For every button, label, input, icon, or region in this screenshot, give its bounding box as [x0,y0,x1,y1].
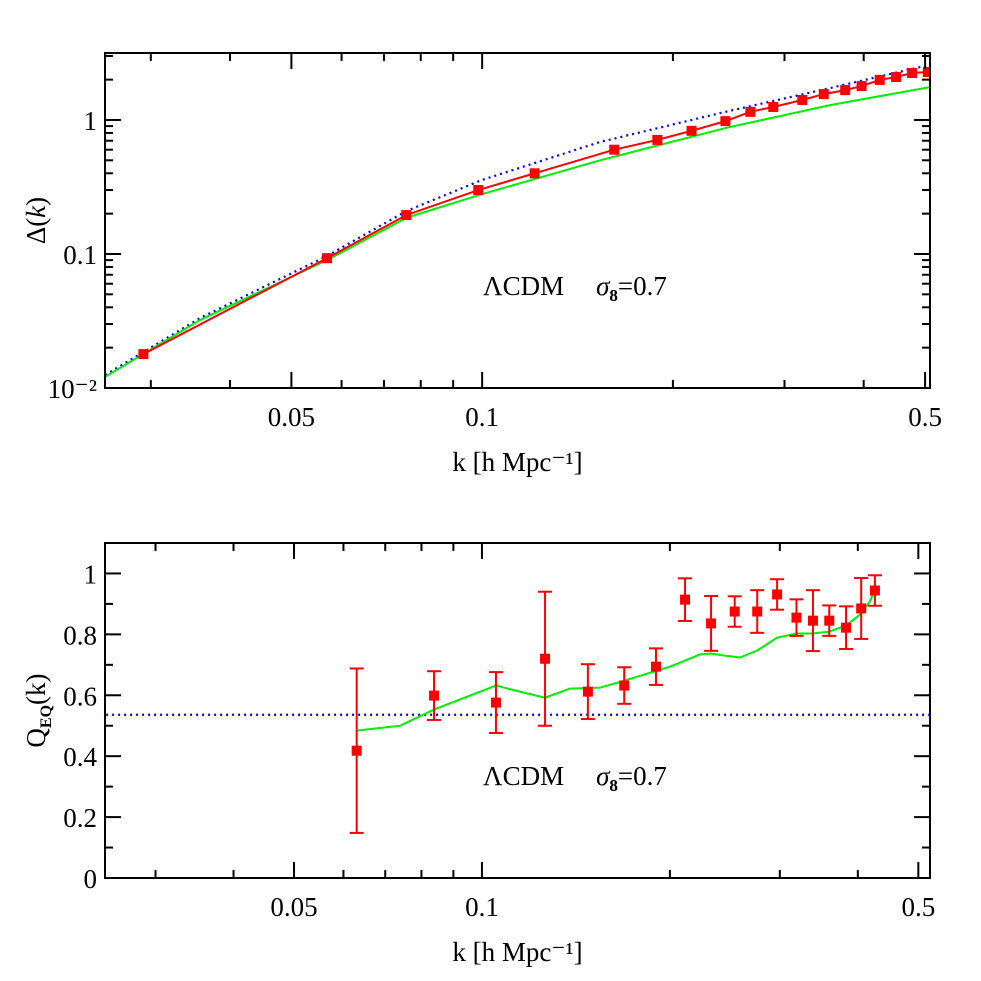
marker [706,618,717,629]
x-tick-label: 0.5 [908,402,942,432]
marker [745,106,756,117]
x-axis-label: k [h Mpc⁻¹] [452,447,582,477]
y-tick-label: 0 [84,864,98,894]
y-tick-label: 0.8 [63,620,97,650]
series-line [105,86,930,378]
plot-frame [104,52,931,389]
marker [401,210,412,221]
marker [490,697,501,708]
plot-area [105,63,930,378]
y-axis-label-part: ) [21,197,51,206]
annotation: ΛCDM σ8=0.7 [483,271,667,305]
annotation-part: ΛCDM [483,271,564,301]
y-tick-label: 1 [84,559,98,589]
marker [650,661,661,672]
x-tick-label: 0.1 [465,892,499,922]
marker [907,68,918,79]
marker [768,101,779,112]
marker [529,168,540,179]
x-tick-label: 0.05 [270,892,317,922]
annotation-part: =0.7 [618,271,667,301]
y-axis-label-part: EQ [38,705,55,728]
panel: 0.05 0.1 0.5 10⁻² 0.1 1 k [h Mpc⁻¹] Δ(k) ΛCDM σ8=… [21,52,942,477]
y-tick-label: 0.4 [63,742,97,772]
annotation-part: σ [596,761,611,791]
marker [840,85,851,96]
annotation: ΛCDM σ8=0.7 [483,761,667,795]
marker [680,594,691,605]
marker [752,606,763,617]
annotation-part: =0.7 [618,761,667,791]
panel: 0.05 0.1 0.5 0 0.2 0.4 0.6 0.8 1 k [h Mpc⁻¹] QEQ(k… [21,542,935,967]
y-axis-label-part: (k) [21,673,51,704]
marker [652,134,663,145]
y-axis-label: QEQ(k) [21,673,55,747]
annotation-part: ΛCDM [483,761,564,791]
marker [807,615,818,626]
x-tick-label: 0.5 [901,892,935,922]
marker [841,622,852,633]
marker [818,89,829,100]
marker [729,606,740,617]
x-tick-label: 0.05 [268,402,315,432]
y-tick-label: 0.2 [63,803,97,833]
y-axis-label-part: Δ( [21,218,51,244]
marker [791,612,802,623]
marker [540,653,551,664]
marker [856,81,867,92]
marker [473,185,484,196]
marker [856,603,867,614]
marker [321,253,332,264]
marker [686,125,697,136]
y-tick-label: 0.6 [63,681,97,711]
marker [869,585,880,596]
y-tick-label: 10⁻² [48,374,97,404]
marker [351,745,362,756]
y-axis-label-part: k [21,205,51,218]
x-tick-label: 0.1 [465,402,499,432]
marker [891,72,902,83]
y-tick-label: 0.1 [63,240,97,270]
marker [429,690,440,701]
y-tick-label: 1 [84,106,98,136]
marker [797,94,808,105]
plot-area [106,574,929,834]
annotation-part: 8 [609,286,618,305]
marker [609,144,620,155]
annotation-part: σ [596,271,611,301]
annotation-part: 8 [609,776,618,795]
marker [582,686,593,697]
y-axis-label-part: Q [21,728,51,748]
y-axis-label: Δ(k) [21,197,51,244]
series-line [142,71,928,355]
marker [922,66,930,77]
marker [619,680,630,691]
marker [138,349,149,360]
marker [772,589,783,600]
marker [824,615,835,626]
plot-frame [104,542,931,879]
marker [874,74,885,85]
x-axis-label: k [h Mpc⁻¹] [452,937,582,967]
marker [720,116,731,127]
